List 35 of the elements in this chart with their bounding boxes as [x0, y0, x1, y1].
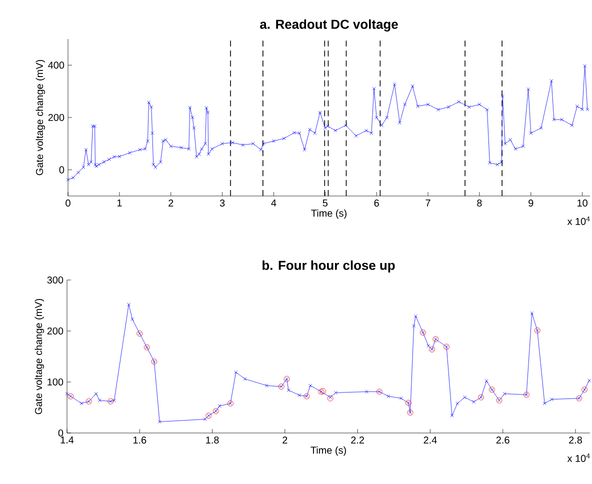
text: x 10$^{4}$	[567, 216, 590, 225]
text: x 10$^{4}$	[567, 453, 590, 462]
x-tick-label: 1.6	[133, 436, 146, 444]
y-axis-title: Gate voltage change (mV)	[34, 298, 44, 414]
x-tick-label: 1.4	[60, 436, 74, 444]
x-tick-label: 2.6	[496, 436, 510, 444]
x-tick-label: 7	[426, 200, 430, 206]
x-tick-label: 0	[66, 200, 70, 207]
x-tick-label: 2.2	[351, 436, 364, 444]
y-tick-label: 0	[59, 166, 64, 174]
y-axis-title: Gate voltage change (mV)	[36, 60, 46, 176]
x-tick-label: 10	[578, 200, 588, 207]
y-tick-label: 200	[48, 114, 64, 122]
x-tick-label: 2.4	[424, 436, 437, 444]
chart-title: a. Readout DC voltage	[260, 19, 398, 32]
y-tick-label: 400	[48, 62, 64, 69]
x-tick-label: 2.8	[569, 436, 582, 444]
x-tick-label: 2	[168, 200, 174, 206]
x-tick-label: 1.8	[206, 436, 219, 444]
y-tick-label: 0	[58, 429, 64, 437]
x-tick-label: 1	[117, 200, 122, 206]
point	[320, 388, 326, 394]
y-tick-label: 100	[48, 378, 64, 386]
x-axis-title: Time (s)	[311, 209, 346, 219]
x-tick-label: 9	[528, 200, 534, 207]
x-tick-label: 4	[271, 200, 276, 206]
y-tick-label: 300	[47, 276, 64, 284]
x-tick-label: 2	[282, 436, 288, 444]
y-tick-label: 200	[47, 327, 64, 335]
x-tick-label: 5	[322, 200, 328, 206]
chart-title: b. Four hour close up	[262, 260, 395, 272]
x-tick-label: 6	[374, 200, 379, 207]
x-tick-label: 8	[477, 200, 482, 207]
x-axis-title: Time (s)	[310, 446, 346, 456]
x-tick-label: 3	[220, 200, 225, 207]
